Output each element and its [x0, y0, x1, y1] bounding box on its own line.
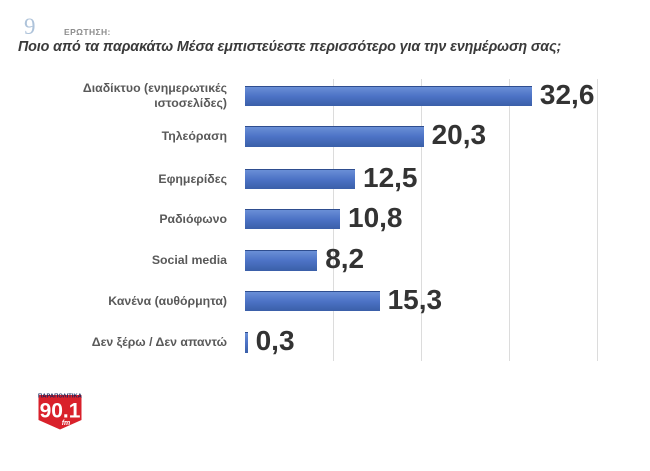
svg-text:90.1: 90.1 [40, 400, 81, 423]
svg-text:fm: fm [62, 420, 71, 427]
